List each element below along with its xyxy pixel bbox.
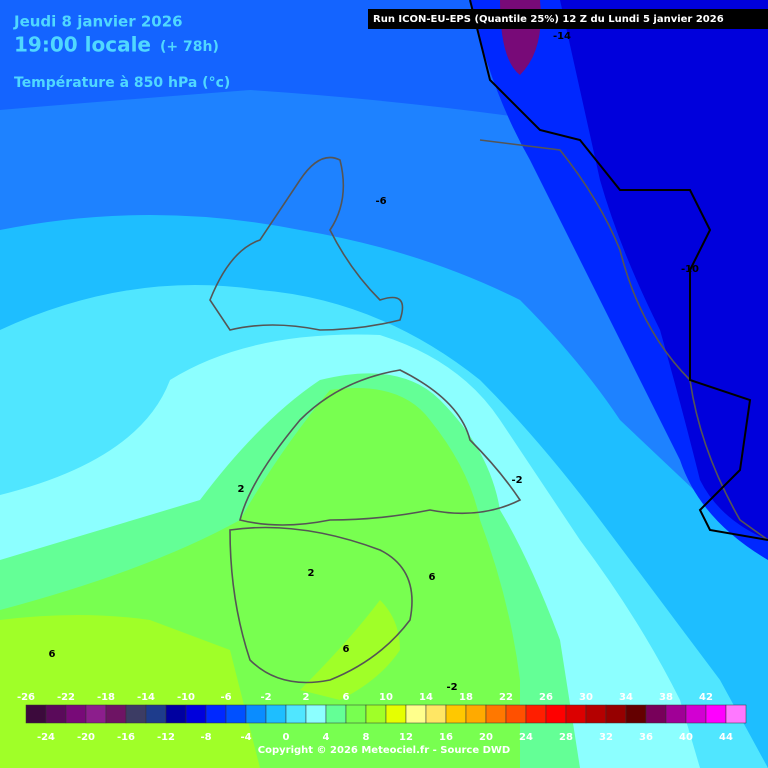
coastline xyxy=(239,369,522,526)
coastline xyxy=(229,526,413,684)
legend-label: 20 xyxy=(479,732,493,743)
legend-swatch xyxy=(45,704,67,724)
contour-label: 2 xyxy=(238,484,245,495)
legend-swatch xyxy=(385,704,407,724)
legend-label: -20 xyxy=(77,732,95,743)
legend-swatch xyxy=(425,704,447,724)
legend-swatch xyxy=(245,704,267,724)
coastline xyxy=(209,156,404,331)
legend-label: 26 xyxy=(539,692,553,703)
legend-label: 16 xyxy=(439,732,453,743)
contour-label: 6 xyxy=(49,649,56,660)
legend-swatch xyxy=(705,704,727,724)
legend-swatch xyxy=(125,704,147,724)
field-band xyxy=(560,0,768,540)
legend-swatch xyxy=(165,704,187,724)
legend-swatch xyxy=(665,704,687,724)
legend-label: 14 xyxy=(419,692,433,703)
legend-label: 38 xyxy=(659,692,673,703)
legend-swatch xyxy=(305,704,327,724)
legend-swatch xyxy=(205,704,227,724)
contour-label: 2 xyxy=(308,568,315,579)
legend-label: 12 xyxy=(399,732,413,743)
legend-swatch xyxy=(525,704,547,724)
legend-swatch xyxy=(565,704,587,724)
legend-swatch xyxy=(465,704,487,724)
border xyxy=(479,139,768,541)
legend-label: -18 xyxy=(97,692,115,703)
legend-swatch xyxy=(605,704,627,724)
legend-swatch xyxy=(325,704,347,724)
legend-swatch xyxy=(105,704,127,724)
contour-label: 6 xyxy=(429,572,436,583)
contour-label: -14 xyxy=(553,31,571,42)
run-box xyxy=(368,9,768,29)
contour-label: 6 xyxy=(343,644,350,655)
legend-swatch xyxy=(25,704,47,724)
legend-swatch xyxy=(585,704,607,724)
copyright: Copyright © 2026 Meteociel.fr - Source D… xyxy=(258,745,510,756)
legend-swatch xyxy=(645,704,667,724)
legend-label: 18 xyxy=(459,692,473,703)
legend-label: 24 xyxy=(519,732,533,743)
legend-label: 36 xyxy=(639,732,653,743)
legend-swatch xyxy=(725,704,747,724)
legend-label: 30 xyxy=(579,692,593,703)
contour-label: -2 xyxy=(511,475,522,486)
legend-swatch xyxy=(365,704,387,724)
contour-label: -10 xyxy=(681,264,699,275)
legend-swatch xyxy=(345,704,367,724)
legend-swatch xyxy=(265,704,287,724)
legend-swatch xyxy=(285,704,307,724)
legend-label: -16 xyxy=(117,732,135,743)
field-name: Température à 850 hPa (°c) xyxy=(14,75,230,91)
legend-swatch xyxy=(545,704,567,724)
legend-label: -8 xyxy=(200,732,211,743)
legend-label: 2 xyxy=(303,692,310,703)
legend-swatch xyxy=(485,704,507,724)
run-info: Run ICON-EU-EPS (Quantile 25%) 12 Z du L… xyxy=(373,14,724,25)
contour-label: -2 xyxy=(446,682,457,693)
legend-swatch xyxy=(85,704,107,724)
legend-swatch xyxy=(445,704,467,724)
legend-label: 22 xyxy=(499,692,513,703)
legend-swatch xyxy=(185,704,207,724)
legend-label: 34 xyxy=(619,692,633,703)
legend-label: -6 xyxy=(220,692,231,703)
legend-swatch xyxy=(405,704,427,724)
legend-label: 32 xyxy=(599,732,613,743)
legend-label: -26 xyxy=(17,692,35,703)
legend-label: -14 xyxy=(137,692,155,703)
legend-label: 44 xyxy=(719,732,733,743)
contour-label: -6 xyxy=(375,196,386,207)
lead-time: (+ 78h) xyxy=(160,39,219,55)
legend-label: -12 xyxy=(157,732,175,743)
legend-swatch xyxy=(65,704,87,724)
legend-label: 6 xyxy=(343,692,350,703)
time: 19:00 locale xyxy=(14,33,151,57)
legend-label: 42 xyxy=(699,692,713,703)
legend-swatch xyxy=(225,704,247,724)
legend-label: -24 xyxy=(37,732,55,743)
legend-label: 40 xyxy=(679,732,693,743)
legend-label: -2 xyxy=(260,692,271,703)
date: Jeudi 8 janvier 2026 xyxy=(13,13,183,31)
legend-label: -22 xyxy=(57,692,75,703)
legend-label: -4 xyxy=(240,732,251,743)
legend-swatch xyxy=(685,704,707,724)
legend-label: 10 xyxy=(379,692,393,703)
legend-label: 8 xyxy=(363,732,370,743)
legend-label: 28 xyxy=(559,732,573,743)
border xyxy=(469,0,768,541)
legend-swatch xyxy=(145,704,167,724)
field-band xyxy=(0,600,400,768)
legend-label: 0 xyxy=(283,732,290,743)
legend-swatch xyxy=(505,704,527,724)
legend-label: 4 xyxy=(323,732,330,743)
legend-swatch xyxy=(625,704,647,724)
legend-label: -10 xyxy=(177,692,195,703)
